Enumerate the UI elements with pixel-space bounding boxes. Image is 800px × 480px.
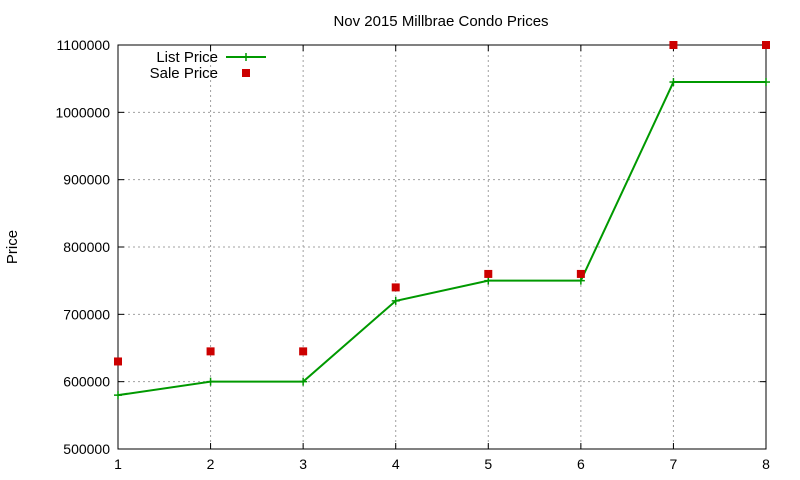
series-list-price-point	[762, 78, 770, 87]
series-list-price-point	[114, 391, 122, 400]
series-list-price-point	[299, 377, 308, 386]
series-list-price-point	[206, 377, 215, 386]
series-sale-price-point	[206, 347, 215, 356]
series-list-price	[114, 78, 770, 400]
x-tick-label: 6	[577, 456, 585, 472]
y-tick-label: 1000000	[55, 104, 110, 120]
series-sale-price-point	[669, 41, 678, 49]
series-list-price-point	[391, 296, 400, 305]
legend-swatch-marker	[242, 53, 250, 61]
y-axis-label: Price	[4, 230, 21, 264]
x-tick-label: 2	[207, 456, 215, 472]
series-list-price-line	[117, 81, 766, 397]
x-tick-label: 4	[392, 456, 400, 472]
x-tick-label: 5	[484, 456, 492, 472]
x-tick-label: 8	[762, 456, 770, 472]
series-list-price-point	[576, 276, 585, 285]
series-sale-price-point	[576, 269, 585, 278]
series-sale-price-point	[762, 41, 770, 49]
y-tick-label: 600000	[63, 374, 110, 390]
y-tick-label: 900000	[63, 172, 110, 188]
x-tick-label: 3	[299, 456, 307, 472]
series-sale-price-point	[299, 347, 308, 356]
y-tick-label: 1100000	[57, 37, 111, 53]
series-sale-price-point	[484, 269, 493, 278]
chart-title: Nov 2015 Millbrae Condo Prices	[333, 13, 548, 30]
series-sale-price-point	[391, 283, 400, 292]
x-axis: 1 2 3 4 5 6 7 8	[114, 45, 770, 472]
series-layer	[114, 41, 770, 400]
legend-label: List Price	[156, 49, 218, 66]
series-list-price-point	[669, 78, 678, 87]
series-sale-price	[114, 41, 770, 366]
x-tick-label: 7	[670, 456, 678, 472]
x-tick-label: 1	[114, 456, 122, 472]
series-list-price-point	[484, 276, 493, 285]
y-axis: 500000 600000 700000 800000 900000 1000000 110…	[55, 37, 766, 457]
legend-label: Sale Price	[150, 65, 218, 82]
y-tick-label: 700000	[63, 306, 110, 322]
series-sale-price-point	[114, 357, 122, 366]
legend-swatch-marker	[242, 69, 250, 77]
y-tick-label: 800000	[63, 239, 110, 255]
grid	[118, 45, 766, 449]
y-tick-label: 500000	[63, 441, 110, 457]
